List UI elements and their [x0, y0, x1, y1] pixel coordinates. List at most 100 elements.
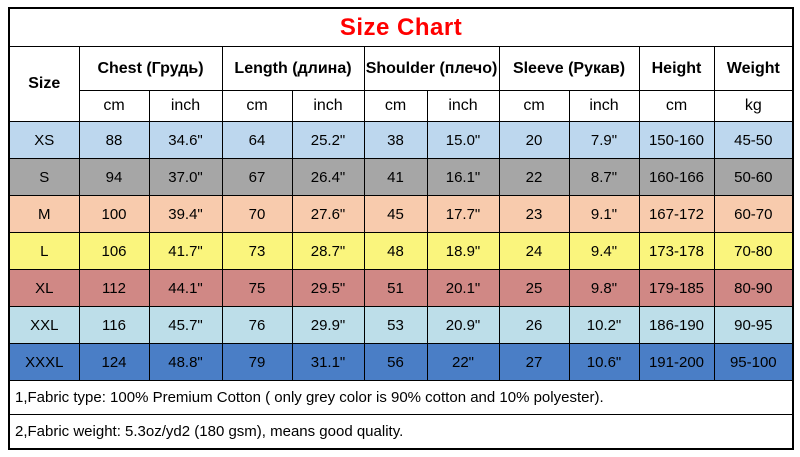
unit-header-cm: cm: [78, 90, 150, 122]
size-cell: XL: [8, 269, 80, 307]
chart-title: Size Chart: [8, 7, 794, 47]
value-cell: 22": [426, 343, 500, 381]
value-cell: 20.9": [426, 306, 500, 344]
value-cell: 29.9": [291, 306, 365, 344]
table-row-xs: XS 88 34.6" 64 25.2" 38 15.0" 20 7.9" 15…: [8, 121, 794, 159]
value-cell: 7.9": [568, 121, 640, 159]
unit-header-inch: inch: [426, 90, 500, 122]
value-cell: 41.7": [148, 232, 223, 270]
value-cell: 25.2": [291, 121, 365, 159]
col-header-shoulder: Shoulder (плечо): [363, 46, 500, 91]
table-row-s: S 94 37.0" 67 26.4" 41 16.1" 22 8.7" 160…: [8, 158, 794, 196]
value-cell: 70: [221, 195, 293, 233]
header-unit-row: cm inch cm inch cm inch cm inch cm kg: [9, 90, 794, 122]
value-cell: 44.1": [148, 269, 223, 307]
value-cell: 22: [498, 158, 570, 196]
value-cell: 56: [363, 343, 428, 381]
value-cell: 25: [498, 269, 570, 307]
table-row-xxl: XXL 116 45.7" 76 29.9" 53 20.9" 26 10.2"…: [8, 306, 794, 344]
col-header-weight: Weight: [713, 46, 794, 91]
value-cell: 76: [221, 306, 293, 344]
value-cell: 112: [78, 269, 150, 307]
value-cell: 26: [498, 306, 570, 344]
value-cell: 116: [78, 306, 150, 344]
table-row-l: L 106 41.7" 73 28.7" 48 18.9" 24 9.4" 17…: [8, 232, 794, 270]
value-cell: 34.6": [148, 121, 223, 159]
unit-header-inch: inch: [148, 90, 223, 122]
value-cell: 26.4": [291, 158, 365, 196]
value-cell: 150-160: [638, 121, 715, 159]
value-cell: 8.7": [568, 158, 640, 196]
value-cell: 45-50: [713, 121, 794, 159]
unit-header-cm: cm: [498, 90, 570, 122]
value-cell: 45: [363, 195, 428, 233]
value-cell: 179-185: [638, 269, 715, 307]
title-row: Size Chart: [8, 7, 794, 47]
value-cell: 106: [78, 232, 150, 270]
value-cell: 28.7": [291, 232, 365, 270]
value-cell: 16.1": [426, 158, 500, 196]
value-cell: 173-178: [638, 232, 715, 270]
unit-header-inch: inch: [291, 90, 365, 122]
value-cell: 64: [221, 121, 293, 159]
unit-header-cm: cm: [638, 90, 715, 122]
value-cell: 70-80: [713, 232, 794, 270]
value-cell: 167-172: [638, 195, 715, 233]
value-cell: 73: [221, 232, 293, 270]
value-cell: 20: [498, 121, 570, 159]
size-cell: L: [8, 232, 80, 270]
value-cell: 9.4": [568, 232, 640, 270]
value-cell: 39.4": [148, 195, 223, 233]
value-cell: 31.1": [291, 343, 365, 381]
table-row-xl: XL 112 44.1" 75 29.5" 51 20.1" 25 9.8" 1…: [8, 269, 794, 307]
col-header-size: Size: [8, 46, 80, 122]
value-cell: 160-166: [638, 158, 715, 196]
value-cell: 15.0": [426, 121, 500, 159]
table-row-xxxl: XXXL 124 48.8" 79 31.1" 56 22" 27 10.6" …: [8, 343, 794, 381]
value-cell: 9.1": [568, 195, 640, 233]
value-cell: 41: [363, 158, 428, 196]
value-cell: 60-70: [713, 195, 794, 233]
size-cell: S: [8, 158, 80, 196]
value-cell: 18.9": [426, 232, 500, 270]
value-cell: 95-100: [713, 343, 794, 381]
value-cell: 80-90: [713, 269, 794, 307]
value-cell: 17.7": [426, 195, 500, 233]
value-cell: 10.6": [568, 343, 640, 381]
unit-header-kg: kg: [713, 90, 794, 122]
col-header-sleeve: Sleeve (Рукав): [498, 46, 640, 91]
value-cell: 48: [363, 232, 428, 270]
size-cell: XS: [8, 121, 80, 159]
value-cell: 191-200: [638, 343, 715, 381]
value-cell: 75: [221, 269, 293, 307]
value-cell: 124: [78, 343, 150, 381]
table-row-m: M 100 39.4" 70 27.6" 45 17.7" 23 9.1" 16…: [8, 195, 794, 233]
unit-header-inch: inch: [568, 90, 640, 122]
col-header-height: Height: [638, 46, 715, 91]
col-header-length: Length (длина): [221, 46, 365, 91]
value-cell: 24: [498, 232, 570, 270]
col-header-chest: Chest (Грудь): [78, 46, 223, 91]
value-cell: 79: [221, 343, 293, 381]
value-cell: 67: [221, 158, 293, 196]
size-cell: M: [8, 195, 80, 233]
size-cell: XXXL: [8, 343, 80, 381]
value-cell: 50-60: [713, 158, 794, 196]
value-cell: 23: [498, 195, 570, 233]
value-cell: 29.5": [291, 269, 365, 307]
size-cell: XXL: [8, 306, 80, 344]
value-cell: 38: [363, 121, 428, 159]
value-cell: 94: [78, 158, 150, 196]
value-cell: 90-95: [713, 306, 794, 344]
note-fabric-type: 1,Fabric type: 100% Premium Cotton ( onl…: [8, 380, 794, 415]
value-cell: 27: [498, 343, 570, 381]
value-cell: 37.0": [148, 158, 223, 196]
value-cell: 20.1": [426, 269, 500, 307]
value-cell: 10.2": [568, 306, 640, 344]
value-cell: 53: [363, 306, 428, 344]
note-row-fabric-type: 1,Fabric type: 100% Premium Cotton ( onl…: [8, 380, 794, 415]
value-cell: 88: [78, 121, 150, 159]
unit-header-cm: cm: [221, 90, 293, 122]
size-chart-table: Size Chart Size Chest (Грудь) Length (дл…: [8, 7, 795, 450]
